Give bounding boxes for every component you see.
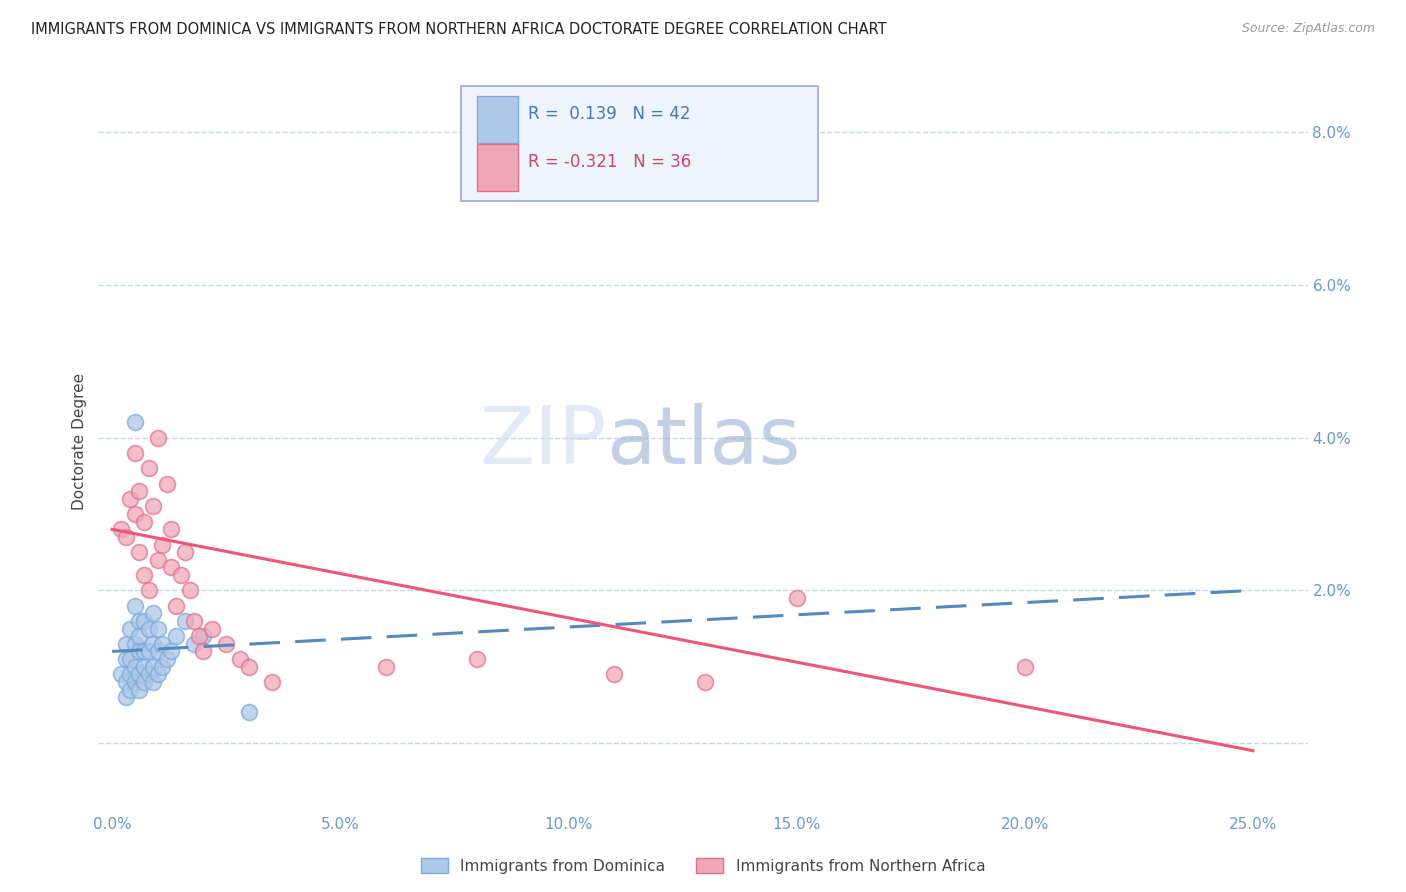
Point	[603, 667, 626, 681]
Text: Source: ZipAtlas.com: Source: ZipAtlas.com	[1241, 22, 1375, 36]
Point	[114, 530, 136, 544]
Point	[132, 515, 155, 529]
Point	[150, 637, 173, 651]
Point	[193, 629, 215, 643]
Point	[132, 659, 155, 673]
Point	[183, 614, 205, 628]
Point	[138, 644, 160, 658]
Point	[132, 644, 155, 658]
Point	[124, 599, 146, 613]
Point	[165, 629, 187, 643]
Point	[146, 431, 169, 445]
Point	[169, 568, 191, 582]
Point	[120, 622, 142, 636]
Point	[238, 659, 260, 673]
Point	[238, 706, 260, 720]
Point	[128, 629, 150, 643]
Text: atlas: atlas	[606, 402, 800, 481]
Point	[124, 446, 146, 460]
Point	[128, 644, 150, 658]
Point	[124, 637, 146, 651]
Text: ZIP: ZIP	[479, 402, 606, 481]
Point	[146, 553, 169, 567]
Point	[229, 652, 252, 666]
Point	[124, 416, 146, 430]
Text: R = -0.321   N = 36: R = -0.321 N = 36	[527, 153, 690, 170]
Point	[695, 675, 717, 690]
Point	[120, 682, 142, 697]
Point	[146, 622, 169, 636]
Point	[124, 675, 146, 690]
Point	[138, 622, 160, 636]
Point	[465, 652, 488, 666]
Point	[128, 545, 150, 559]
Point	[174, 614, 197, 628]
FancyBboxPatch shape	[477, 95, 517, 144]
Point	[156, 652, 179, 666]
Point	[138, 461, 160, 475]
Point	[128, 614, 150, 628]
Point	[187, 629, 209, 643]
Point	[156, 476, 179, 491]
Point	[110, 667, 132, 681]
Point	[142, 500, 165, 514]
Point	[120, 491, 142, 506]
Point	[142, 637, 165, 651]
Point	[142, 607, 165, 621]
Y-axis label: Doctorate Degree: Doctorate Degree	[72, 373, 87, 510]
Point	[142, 659, 165, 673]
Point	[146, 667, 169, 681]
Point	[128, 682, 150, 697]
Point	[114, 652, 136, 666]
Text: IMMIGRANTS FROM DOMINICA VS IMMIGRANTS FROM NORTHERN AFRICA DOCTORATE DEGREE COR: IMMIGRANTS FROM DOMINICA VS IMMIGRANTS F…	[31, 22, 887, 37]
Point	[183, 637, 205, 651]
Point	[146, 644, 169, 658]
Point	[114, 637, 136, 651]
Point	[124, 659, 146, 673]
Point	[110, 522, 132, 536]
Point	[374, 659, 396, 673]
Point	[160, 560, 183, 574]
Point	[138, 667, 160, 681]
Point	[165, 599, 187, 613]
Point	[179, 583, 201, 598]
Point	[138, 583, 160, 598]
Point	[160, 522, 183, 536]
Point	[120, 667, 142, 681]
Point	[260, 675, 283, 690]
Point	[132, 568, 155, 582]
Point	[114, 675, 136, 690]
Point	[193, 644, 215, 658]
FancyBboxPatch shape	[461, 87, 818, 201]
Point	[120, 652, 142, 666]
Point	[215, 637, 238, 651]
Point	[128, 484, 150, 499]
FancyBboxPatch shape	[477, 144, 517, 191]
Text: R =  0.139   N = 42: R = 0.139 N = 42	[527, 104, 690, 122]
Point	[128, 667, 150, 681]
Point	[114, 690, 136, 705]
Point	[150, 659, 173, 673]
Legend: Immigrants from Dominica, Immigrants from Northern Africa: Immigrants from Dominica, Immigrants fro…	[415, 852, 991, 880]
Point	[174, 545, 197, 559]
Point	[1014, 659, 1036, 673]
Point	[132, 675, 155, 690]
Point	[160, 644, 183, 658]
Point	[786, 591, 808, 605]
Point	[132, 614, 155, 628]
Point	[201, 622, 224, 636]
Point	[124, 507, 146, 521]
Point	[150, 538, 173, 552]
Point	[142, 675, 165, 690]
